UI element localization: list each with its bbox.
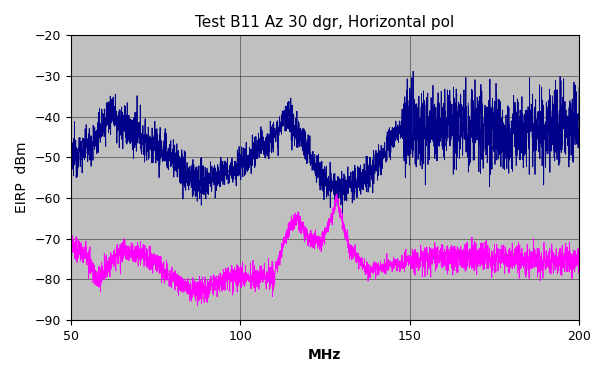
RMS: [262, 281, 270, 286]
Peak: [576, 85, 583, 90]
RMS: [284, 229, 291, 233]
Title: Test B11 Az 30 dgr, Horizontal pol: Test B11 Az 30 dgr, Horizontal pol: [195, 15, 454, 30]
RMS: [511, 246, 518, 251]
Peak: [67, 157, 75, 162]
Peak: [511, 145, 518, 149]
Peak: [339, 218, 346, 222]
Peak: [566, 157, 573, 162]
RMS: [125, 244, 132, 248]
RMS: [576, 261, 583, 266]
Peak: [155, 158, 162, 163]
RMS: [155, 265, 162, 270]
Peak: [125, 137, 132, 142]
RMS: [67, 238, 75, 243]
X-axis label: MHz: MHz: [308, 348, 342, 362]
RMS: [333, 192, 341, 197]
Peak: [410, 69, 417, 74]
Line: Peak: Peak: [71, 71, 579, 220]
RMS: [194, 303, 201, 308]
Peak: [284, 119, 291, 123]
RMS: [566, 240, 573, 245]
Line: RMS: RMS: [71, 194, 579, 305]
Peak: [262, 149, 269, 154]
Y-axis label: EIRP  dBm: EIRP dBm: [15, 142, 29, 213]
